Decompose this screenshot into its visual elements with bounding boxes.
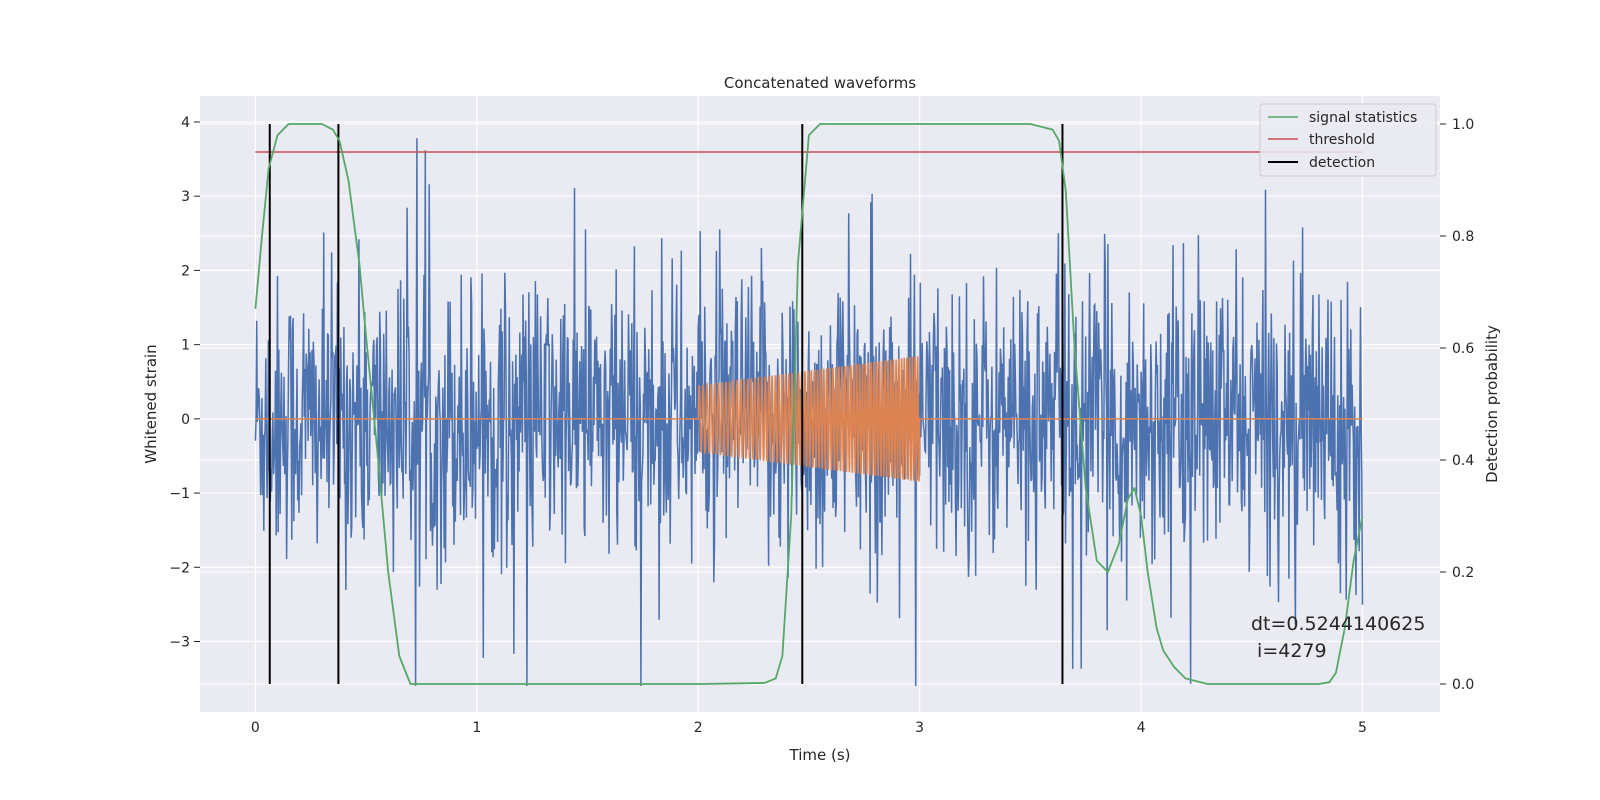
x-tick-label: 5 [1358,720,1367,736]
annotation-i: i=4279 [1251,640,1327,662]
legend: signal statistics threshold detection [1259,103,1437,177]
x-axis-label: Time (s) [789,746,851,764]
x-tick-label: 1 [472,720,481,736]
series-chirp [255,355,1363,482]
x-tick-label: 2 [694,720,703,736]
y2-tick-label: 0.8 [1452,229,1474,245]
noise-line [254,138,1364,687]
y2-tick-label: 0.6 [1452,341,1474,357]
y2-tick-label: 1.0 [1452,117,1474,133]
x-tick-label: 0 [251,720,260,736]
chirp-line [255,355,1363,482]
y-tick-label: −3 [169,634,190,650]
legend-label-detection: detection [1309,155,1375,171]
y-axis-ticks: −3 −2 −1 0 1 2 3 4 [169,115,200,650]
x-axis-ticks: 0 1 2 3 4 5 [251,720,1367,736]
x-tick-label: 3 [915,720,924,736]
y-tick-label: 3 [181,189,190,205]
y-tick-label: 1 [181,338,190,354]
y-tick-label: 2 [181,263,190,279]
legend-label-signal-statistics: signal statistics [1309,110,1417,126]
annotation: dt=0.5244140625 i=4279 [1251,613,1425,662]
y-tick-label: −1 [169,486,190,502]
signal-statistics-line [254,123,1364,685]
legend-label-threshold: threshold [1309,132,1375,148]
y-tick-label: −2 [169,560,190,576]
y-tick-label: 0 [181,412,190,428]
y2-tick-label: 0.0 [1452,677,1474,693]
chart-title: Concatenated waveforms [724,74,916,92]
y2-tick-label: 0.4 [1452,453,1474,469]
annotation-dt: dt=0.5244140625 [1251,613,1425,635]
legend-box [1259,103,1437,177]
y-tick-label: 4 [181,115,190,131]
y2-axis-label: Detection probability [1483,325,1501,483]
y2-tick-label: 0.2 [1452,565,1474,581]
x-tick-label: 4 [1137,720,1146,736]
y2-axis-ticks: 0.0 0.2 0.4 0.6 0.8 1.0 [1440,117,1474,693]
y-axis-label: Whitened strain [142,344,160,463]
series-noise [254,138,1364,687]
series-signal-statistics [254,123,1364,685]
